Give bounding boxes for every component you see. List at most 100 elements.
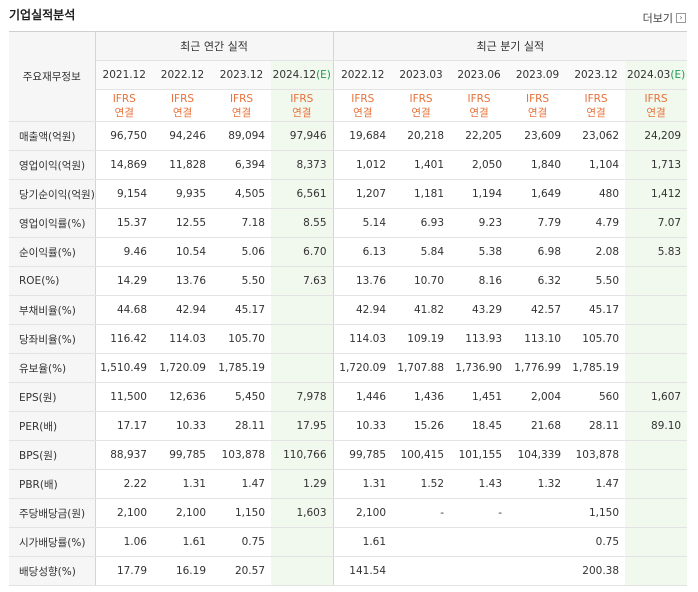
table-cell: 13.76 <box>153 266 212 296</box>
period-label: 2022.12 <box>341 69 385 81</box>
table-cell: 1,451 <box>450 382 509 412</box>
table-cell <box>625 556 688 586</box>
table-cell: 9,935 <box>153 179 212 209</box>
table-cell: 2.22 <box>95 469 153 499</box>
group-annual: 최근 연간 실적 <box>95 31 334 61</box>
period-label: 2023.06 <box>457 69 501 81</box>
table-cell: 12,636 <box>153 382 212 412</box>
table-cell <box>625 498 688 528</box>
table-cell: 1.47 <box>567 469 626 499</box>
table-cell: 2,100 <box>153 498 212 528</box>
table-cell: 15.37 <box>95 208 153 238</box>
table-cell <box>271 295 334 325</box>
table-cell: 1,785.19 <box>567 353 626 383</box>
table-cell: 110,766 <box>271 440 334 470</box>
table-cell <box>450 527 509 557</box>
table-cell: - <box>450 498 509 528</box>
table-row: 부채비율(%) 44.68 42.94 45.17 42.94 41.82 43.29 42.… <box>9 295 688 325</box>
table-cell: 5,450 <box>212 382 271 412</box>
table-cell <box>625 324 688 354</box>
row-label: ROE(%) <box>9 266 96 296</box>
row-label: 영업이익(억원) <box>9 150 96 180</box>
table-cell <box>450 556 509 586</box>
table-cell: 11,500 <box>95 382 153 412</box>
ifrs-label: IFRS 연결 <box>508 89 568 122</box>
table-cell: 28.11 <box>212 411 271 441</box>
table-cell: 116.42 <box>95 324 153 354</box>
table-cell <box>625 469 688 499</box>
table-cell: 99,785 <box>333 440 393 470</box>
table-cell: 114.03 <box>333 324 393 354</box>
table-cell: 17.79 <box>95 556 153 586</box>
table-cell: 1,785.19 <box>212 353 271 383</box>
table-cell <box>625 440 688 470</box>
table-cell: 20,218 <box>392 121 451 151</box>
period-header: 2023.06 <box>450 60 509 90</box>
table-cell: 42.94 <box>153 295 212 325</box>
table-cell: 9.23 <box>450 208 509 238</box>
table-cell: 89,094 <box>212 121 271 151</box>
period-header: 2024.12(E) <box>271 60 334 90</box>
table-cell: 15.26 <box>392 411 451 441</box>
ifrs-label: IFRS 연결 <box>450 89 509 122</box>
table-cell: 13.76 <box>333 266 393 296</box>
table-cell <box>392 527 451 557</box>
table-cell: 1,736.90 <box>450 353 509 383</box>
table-cell: 1.43 <box>450 469 509 499</box>
table-cell: 45.17 <box>567 295 626 325</box>
table-cell: 1,720.09 <box>153 353 212 383</box>
table-row: 당좌비율(%) 116.42 114.03 105.70 114.03 109.19 113… <box>9 324 688 354</box>
table-row: BPS(원) 88,937 99,785 103,878 110,766 99,785 10… <box>9 440 688 470</box>
table-cell: 2,100 <box>333 498 393 528</box>
table-cell: 101,155 <box>450 440 509 470</box>
table-row: 영업이익(억원) 14,869 11,828 6,394 8,373 1,012 1,401… <box>9 150 688 180</box>
table-cell: 113.10 <box>508 324 568 354</box>
table-cell: 103,878 <box>212 440 271 470</box>
table-cell: 12.55 <box>153 208 212 238</box>
row-label: 배당성향(%) <box>9 556 96 586</box>
table-cell: 1.31 <box>153 469 212 499</box>
table-cell: 88,937 <box>95 440 153 470</box>
row-label: 부채비율(%) <box>9 295 96 325</box>
table-cell: 1,436 <box>392 382 451 412</box>
financial-table: 주요재무정보 최근 연간 실적 최근 분기 실적 2021.12 2022.12 2… <box>9 31 688 586</box>
table-cell: 1,510.49 <box>95 353 153 383</box>
period-label: 2024.12 <box>272 69 317 81</box>
row-label: 영업이익률(%) <box>9 208 96 238</box>
table-row: 당기순이익(억원) 9,154 9,935 4,505 6,561 1,207 1,181 1… <box>9 179 688 209</box>
table-cell: 114.03 <box>153 324 212 354</box>
period-header: 2023.03 <box>392 60 451 90</box>
table-cell: 1,707.88 <box>392 353 451 383</box>
table-row: EPS(원) 11,500 12,636 5,450 7,978 1,446 1,436 1,… <box>9 382 688 412</box>
table-cell <box>271 353 334 383</box>
table-cell: 17.95 <box>271 411 334 441</box>
table-cell: 42.94 <box>333 295 393 325</box>
row-label: 순이익률(%) <box>9 237 96 267</box>
table-cell: 1,776.99 <box>508 353 568 383</box>
table-cell: 141.54 <box>333 556 393 586</box>
row-label: 시가배당률(%) <box>9 527 96 557</box>
ifrs-label: IFRS 연결 <box>153 89 212 122</box>
table-cell <box>508 556 568 586</box>
table-cell: 104,339 <box>508 440 568 470</box>
more-link[interactable]: 더보기 › <box>643 10 686 26</box>
table-cell: 23,062 <box>567 121 626 151</box>
table-cell: 17.17 <box>95 411 153 441</box>
table-cell: 480 <box>567 179 626 209</box>
table-cell: 7.63 <box>271 266 334 296</box>
table-cell <box>508 498 568 528</box>
table-cell <box>625 353 688 383</box>
period-header: 2022.12 <box>153 60 212 90</box>
table-cell <box>625 266 688 296</box>
table-cell: 0.75 <box>212 527 271 557</box>
period-label: 2023.12 <box>219 69 264 81</box>
table-row: 순이익률(%) 9.46 10.54 5.06 6.70 6.13 5.84 5.38 6.98… <box>9 237 688 267</box>
table-cell: 16.19 <box>153 556 212 586</box>
table-cell: 89.10 <box>625 411 688 441</box>
ifrs-label: IFRS 연결 <box>625 89 688 122</box>
table-cell: 94,246 <box>153 121 212 151</box>
table-cell: 8,373 <box>271 150 334 180</box>
table-cell: 22,205 <box>450 121 509 151</box>
table-cell: 5.14 <box>333 208 393 238</box>
table-cell: 9,154 <box>95 179 153 209</box>
